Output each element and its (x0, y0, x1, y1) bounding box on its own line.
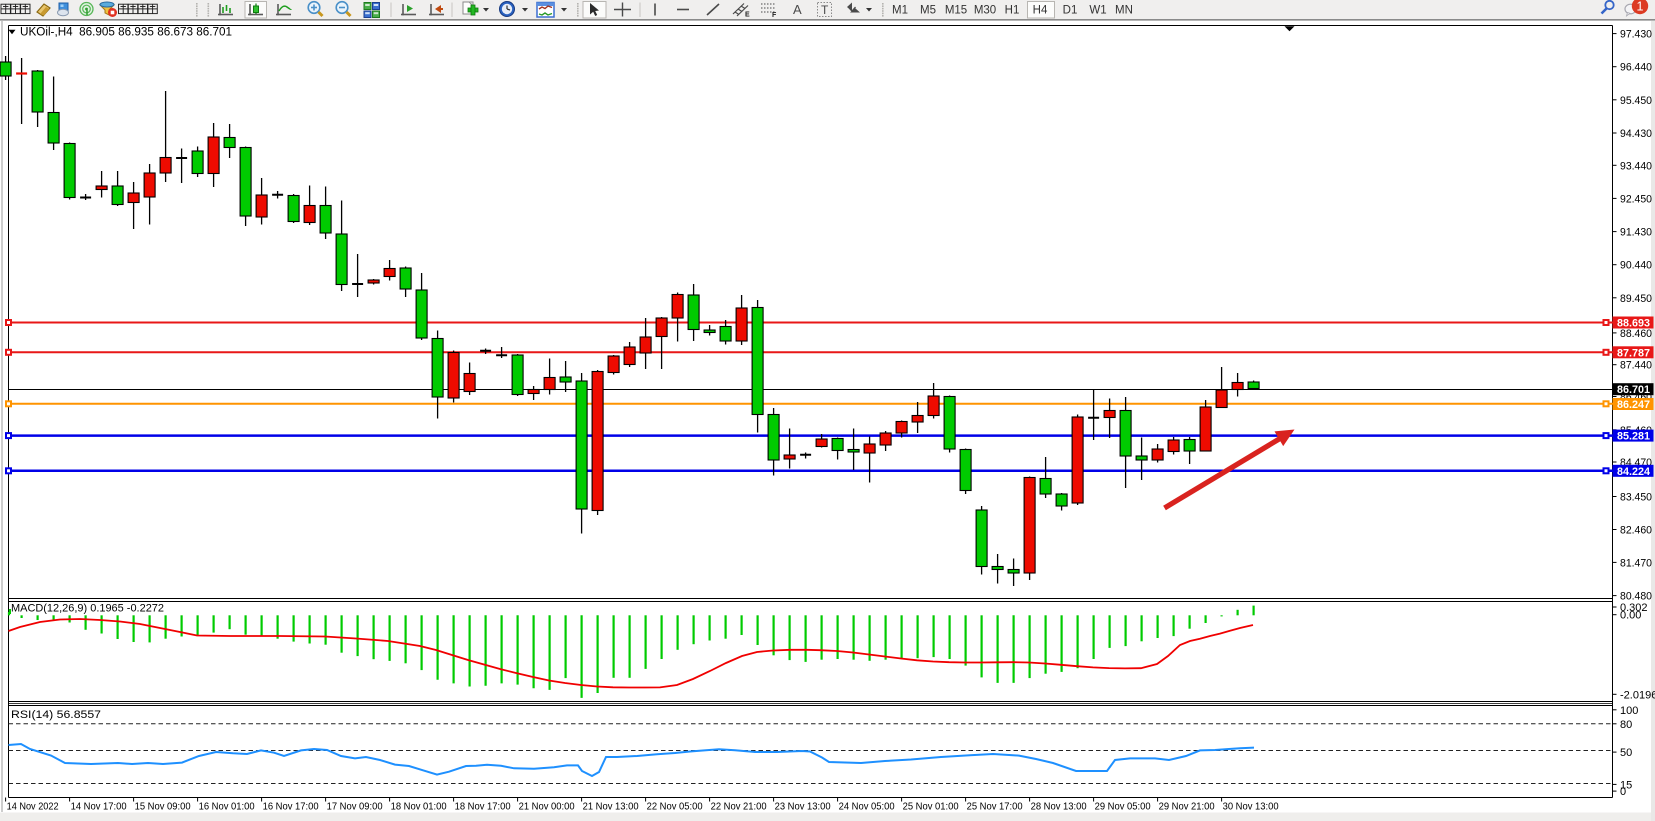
svg-text:29 Nov 21:00: 29 Nov 21:00 (1159, 801, 1215, 813)
svg-text:86.247: 86.247 (1617, 399, 1650, 411)
svg-text:100: 100 (1620, 705, 1638, 717)
svg-text:50: 50 (1620, 747, 1632, 759)
svg-text:M1: M1 (892, 5, 908, 17)
svg-text:F: F (772, 12, 777, 19)
svg-text:0: 0 (1620, 786, 1626, 798)
svg-text:22 Nov 21:00: 22 Nov 21:00 (711, 801, 767, 813)
svg-text:18 Nov 01:00: 18 Nov 01:00 (391, 801, 447, 813)
svg-text:92.450: 92.450 (1620, 193, 1652, 205)
svg-text:MN: MN (1115, 5, 1133, 17)
svg-text:88.693: 88.693 (1617, 318, 1650, 330)
svg-text:89.450: 89.450 (1620, 293, 1652, 305)
svg-text:96.440: 96.440 (1620, 62, 1652, 74)
svg-text:21 Nov 13:00: 21 Nov 13:00 (583, 801, 639, 813)
svg-text:25 Nov 01:00: 25 Nov 01:00 (903, 801, 959, 813)
svg-text:T: T (821, 3, 829, 17)
svg-text:-2.0196: -2.0196 (1620, 689, 1655, 701)
svg-text:M15: M15 (945, 5, 967, 17)
svg-text:0.302: 0.302 (1620, 602, 1648, 614)
svg-text:E: E (745, 12, 750, 19)
svg-text:97.430: 97.430 (1620, 29, 1652, 41)
svg-text:M30: M30 (974, 5, 996, 17)
svg-text:90.440: 90.440 (1620, 260, 1652, 272)
svg-text:0.00: 0.00 (1620, 610, 1641, 622)
svg-text:15: 15 (1620, 779, 1632, 791)
svg-text:MACD(12,26,9) 0.1965 -0.2272: MACD(12,26,9) 0.1965 -0.2272 (11, 603, 164, 615)
svg-text:14 Nov 17:00: 14 Nov 17:00 (71, 801, 127, 813)
svg-text:80: 80 (1620, 719, 1632, 731)
svg-text:82.460: 82.460 (1620, 525, 1652, 537)
svg-text:94.430: 94.430 (1620, 128, 1652, 140)
svg-text:17 Nov 09:00: 17 Nov 09:00 (327, 801, 383, 813)
svg-text:30 Nov 13:00: 30 Nov 13:00 (1223, 801, 1279, 813)
svg-text:22 Nov 05:00: 22 Nov 05:00 (647, 801, 703, 813)
svg-text:81.470: 81.470 (1620, 557, 1652, 569)
svg-text:95.450: 95.450 (1620, 95, 1652, 107)
svg-text:86.701: 86.701 (1617, 384, 1650, 396)
svg-text:87.787: 87.787 (1617, 347, 1650, 359)
svg-text:21 Nov 00:00: 21 Nov 00:00 (519, 801, 575, 813)
svg-text:A: A (793, 2, 802, 17)
svg-text:16 Nov 01:00: 16 Nov 01:00 (199, 801, 255, 813)
svg-text:H1: H1 (1005, 5, 1020, 17)
svg-text:24 Nov 05:00: 24 Nov 05:00 (839, 801, 895, 813)
svg-text:23 Nov 13:00: 23 Nov 13:00 (775, 801, 831, 813)
svg-text:87.440: 87.440 (1620, 360, 1652, 372)
svg-text:80.480: 80.480 (1620, 591, 1652, 603)
svg-text:M5: M5 (920, 5, 936, 17)
svg-text:RSI(14) 56.8557: RSI(14) 56.8557 (11, 709, 101, 721)
svg-text:W1: W1 (1089, 5, 1106, 17)
svg-text:15 Nov 09:00: 15 Nov 09:00 (135, 801, 191, 813)
svg-text:1: 1 (1637, 0, 1644, 13)
svg-text:83.450: 83.450 (1620, 492, 1652, 504)
svg-text:14 Nov 2022: 14 Nov 2022 (7, 801, 59, 813)
svg-text:UKOil-,H4 86.905 86.935 86.67: UKOil-,H4 86.905 86.935 86.673 86.701 (20, 27, 232, 39)
svg-text:88.460: 88.460 (1620, 328, 1652, 340)
svg-text:85.281: 85.281 (1617, 431, 1650, 443)
svg-text:91.430: 91.430 (1620, 227, 1652, 239)
svg-text:93.440: 93.440 (1620, 160, 1652, 172)
svg-text:D1: D1 (1063, 5, 1078, 17)
svg-text:H4: H4 (1033, 5, 1048, 17)
svg-text:29 Nov 05:00: 29 Nov 05:00 (1095, 801, 1151, 813)
svg-text:18 Nov 17:00: 18 Nov 17:00 (455, 801, 511, 813)
svg-text:25 Nov 17:00: 25 Nov 17:00 (967, 801, 1023, 813)
svg-text:16 Nov 17:00: 16 Nov 17:00 (263, 801, 319, 813)
svg-text:84.224: 84.224 (1617, 466, 1651, 478)
svg-text:28 Nov 13:00: 28 Nov 13:00 (1031, 801, 1087, 813)
